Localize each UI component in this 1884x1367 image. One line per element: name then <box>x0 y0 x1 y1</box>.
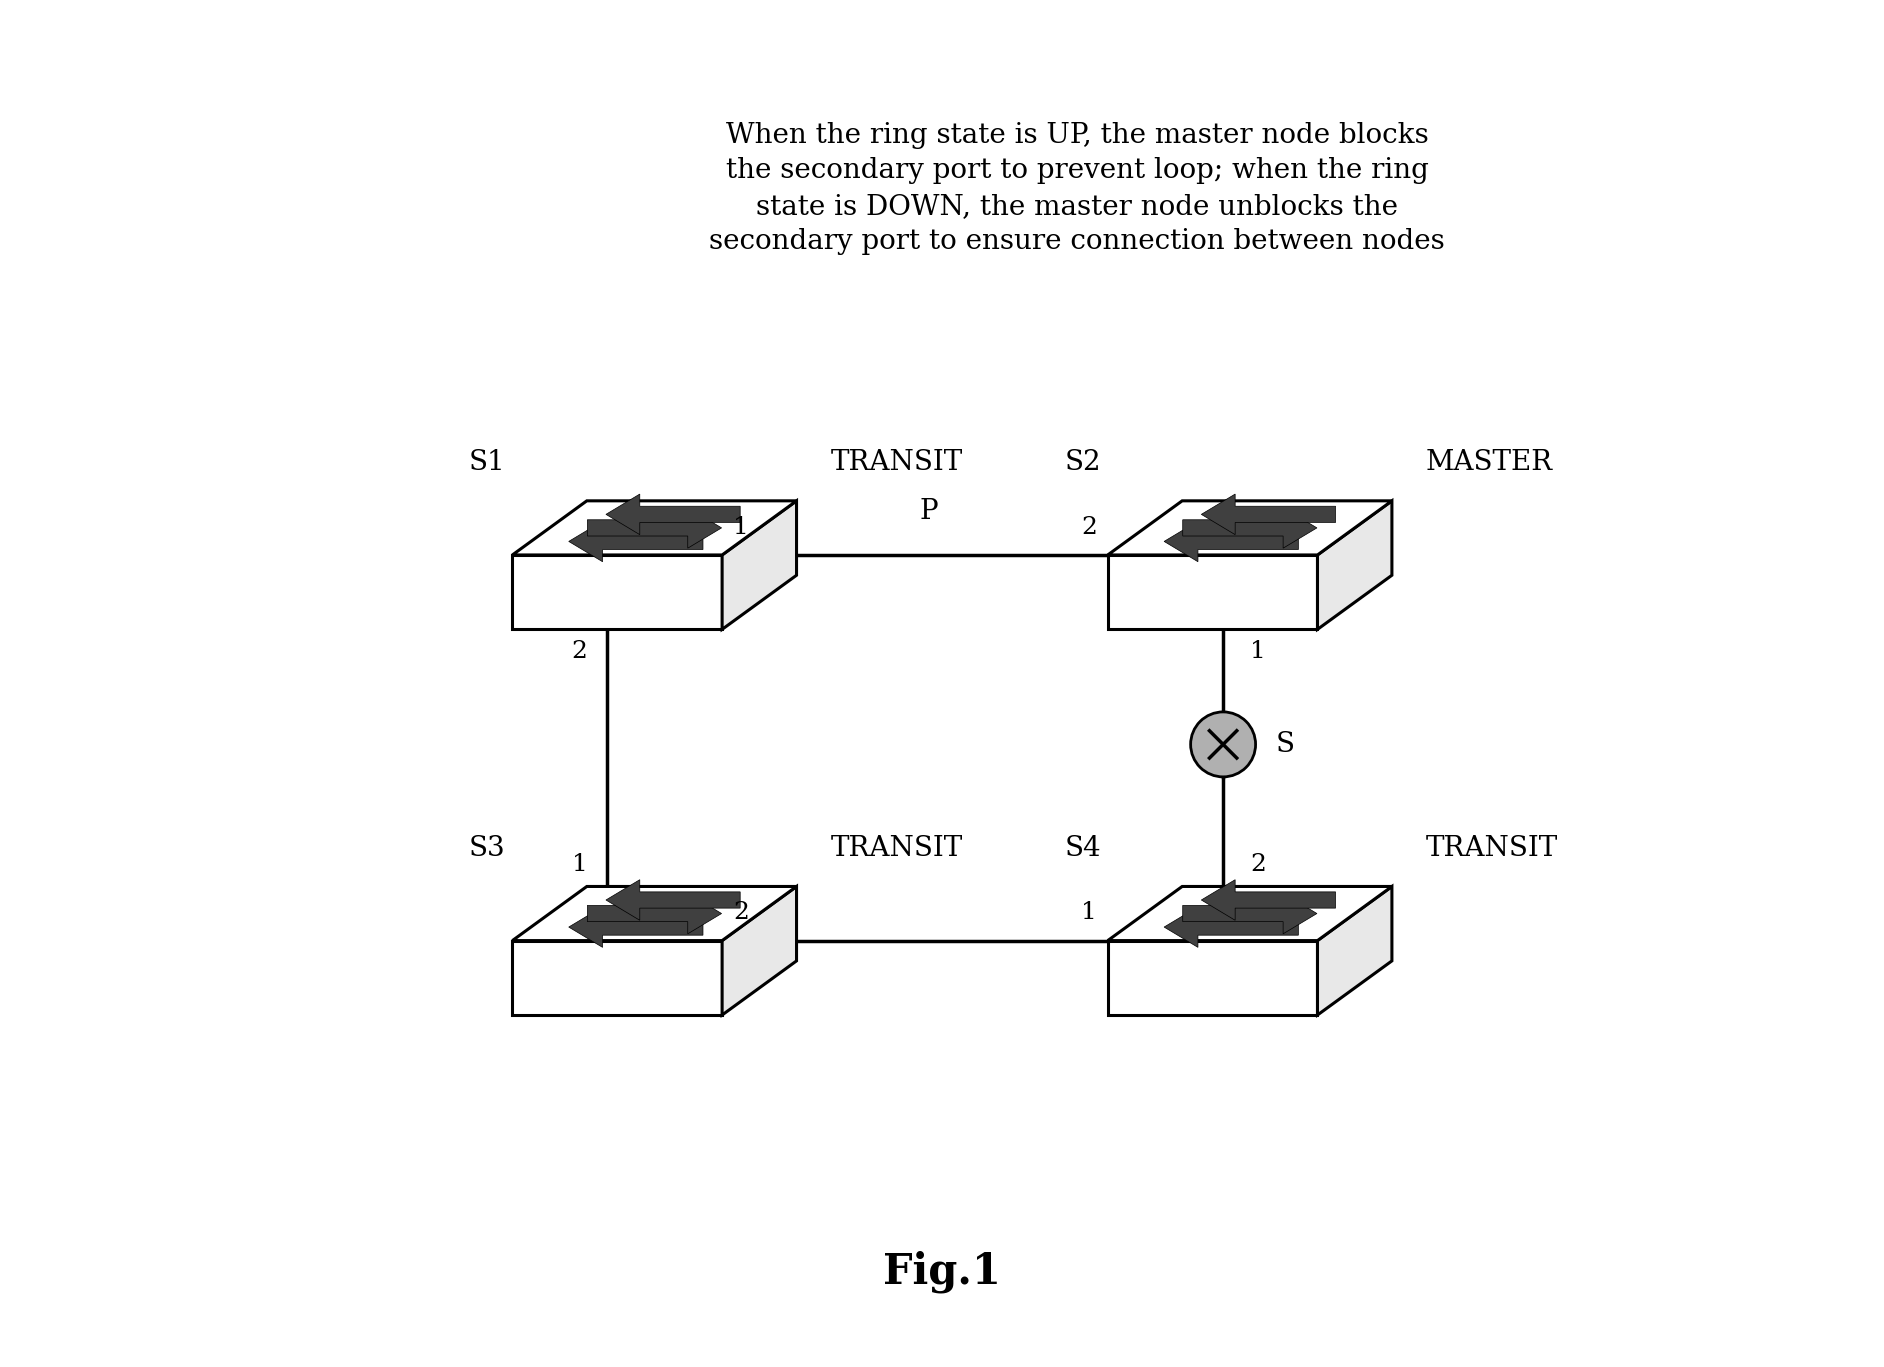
Text: 1: 1 <box>573 853 588 876</box>
Text: 1: 1 <box>1251 640 1266 663</box>
Text: P: P <box>919 498 938 525</box>
Text: TRANSIT: TRANSIT <box>831 835 963 863</box>
Polygon shape <box>512 500 797 555</box>
FancyArrow shape <box>1202 880 1336 920</box>
FancyArrow shape <box>588 507 722 548</box>
Text: 1: 1 <box>1081 901 1096 924</box>
FancyArrow shape <box>607 880 740 920</box>
FancyArrow shape <box>569 521 703 562</box>
FancyArrow shape <box>1164 906 1298 947</box>
Polygon shape <box>1108 940 1317 1016</box>
FancyArrow shape <box>1164 521 1298 562</box>
Polygon shape <box>722 886 797 1016</box>
FancyArrow shape <box>1183 507 1317 548</box>
Polygon shape <box>1108 886 1392 940</box>
Text: MASTER: MASTER <box>1426 450 1552 477</box>
Polygon shape <box>1108 500 1392 555</box>
Polygon shape <box>722 500 797 629</box>
Polygon shape <box>1317 500 1392 629</box>
FancyArrow shape <box>569 906 703 947</box>
Text: S: S <box>1275 731 1294 757</box>
Text: 2: 2 <box>1081 515 1096 539</box>
FancyArrow shape <box>1202 493 1336 534</box>
Polygon shape <box>512 886 797 940</box>
FancyArrow shape <box>1183 893 1317 934</box>
Text: 2: 2 <box>1251 853 1266 876</box>
Text: S2: S2 <box>1064 450 1100 477</box>
Text: S1: S1 <box>469 450 505 477</box>
Text: TRANSIT: TRANSIT <box>1426 835 1558 863</box>
Circle shape <box>1191 712 1255 776</box>
Text: 2: 2 <box>571 640 588 663</box>
Text: S4: S4 <box>1064 835 1100 863</box>
Polygon shape <box>512 555 722 629</box>
Polygon shape <box>512 940 722 1016</box>
Text: 2: 2 <box>733 901 748 924</box>
Polygon shape <box>1317 886 1392 1016</box>
FancyArrow shape <box>588 893 722 934</box>
Text: 1: 1 <box>733 515 748 539</box>
Text: Fig.1: Fig.1 <box>884 1251 1000 1293</box>
Text: When the ring state is UP, the master node blocks
the secondary port to prevent : When the ring state is UP, the master no… <box>710 122 1445 256</box>
Text: TRANSIT: TRANSIT <box>831 450 963 477</box>
Polygon shape <box>1108 555 1317 629</box>
Text: S3: S3 <box>469 835 505 863</box>
FancyArrow shape <box>607 493 740 534</box>
